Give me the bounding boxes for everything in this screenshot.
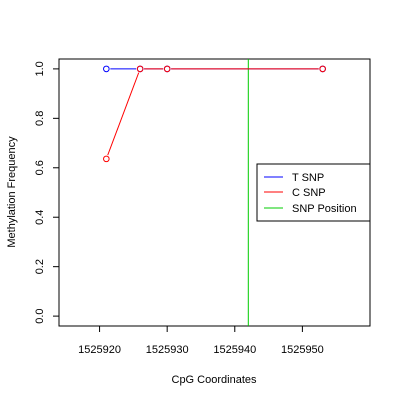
x-tick-label: 1525930 bbox=[146, 344, 189, 356]
x-axis: 1525920 1525930 1525940 1525950 bbox=[78, 325, 324, 356]
legend-label-c-snp: C SNP bbox=[292, 187, 326, 199]
c-snp-point bbox=[319, 65, 326, 73]
c-snp-segment bbox=[107, 72, 140, 156]
x-tick-label: 1525920 bbox=[78, 344, 121, 356]
legend-label-snp-position: SNP Position bbox=[292, 203, 357, 215]
c-snp-point bbox=[163, 65, 171, 73]
legend: T SNP C SNP SNP Position bbox=[256, 163, 371, 222]
c-snp-point bbox=[136, 65, 144, 73]
legend-label-t-snp: T SNP bbox=[292, 172, 324, 184]
y-tick-label: 1.0 bbox=[34, 61, 46, 76]
y-tick-label: 0.0 bbox=[34, 308, 46, 323]
y-tick-label: 0.8 bbox=[34, 111, 46, 126]
x-tick-label: 1525950 bbox=[281, 344, 324, 356]
y-tick-label: 0.6 bbox=[34, 160, 46, 175]
x-tick-label: 1525940 bbox=[213, 344, 256, 356]
y-axis: 0.0 0.2 0.4 0.6 0.8 1.0 bbox=[34, 61, 59, 324]
y-tick-label: 0.2 bbox=[34, 259, 46, 274]
c-snp-point bbox=[103, 155, 110, 163]
y-axis-label: Methylation Frequency bbox=[6, 136, 18, 248]
series-layer bbox=[103, 65, 326, 163]
y-tick-label: 0.4 bbox=[34, 210, 46, 225]
t-snp-point bbox=[103, 65, 110, 73]
x-axis-label: CpG Coordinates bbox=[172, 374, 257, 386]
